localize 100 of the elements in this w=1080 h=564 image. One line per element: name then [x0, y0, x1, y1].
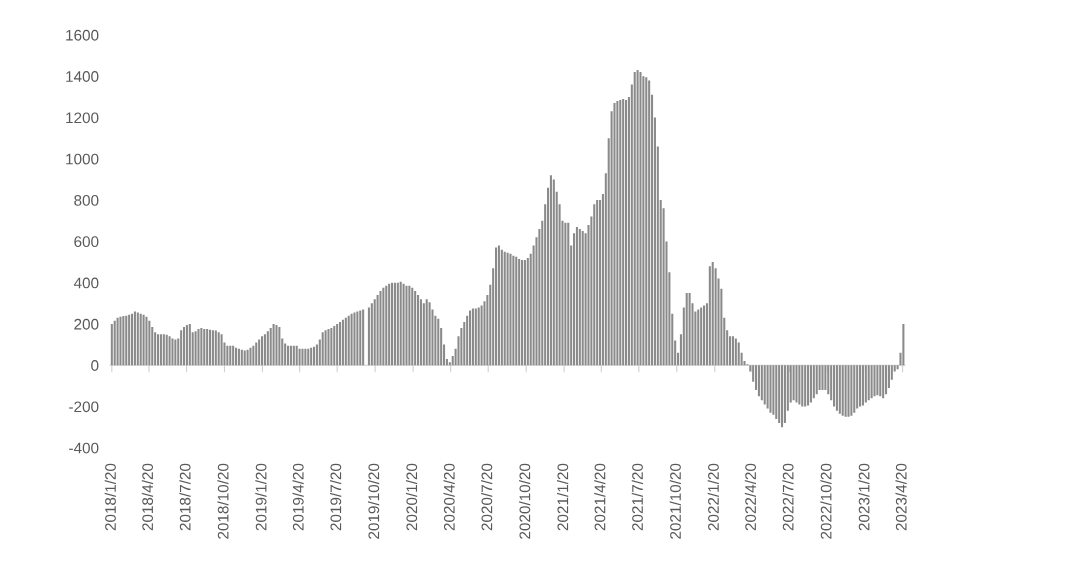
x-tick-label: 2019/1/20	[255, 463, 267, 531]
x-tick-label: 2020/4/20	[443, 463, 455, 531]
bar	[243, 350, 246, 366]
bar	[466, 315, 469, 366]
bar	[174, 339, 177, 366]
bar	[425, 299, 428, 366]
bar	[697, 309, 700, 366]
bar	[812, 365, 815, 399]
bar	[801, 365, 804, 407]
bar	[292, 345, 295, 366]
bar	[370, 303, 373, 366]
bar	[636, 70, 639, 366]
bar	[272, 323, 275, 366]
x-tick-label: 2021/1/20	[557, 463, 569, 531]
bar	[229, 345, 232, 366]
bar	[807, 365, 810, 406]
bar	[867, 365, 870, 401]
bar	[194, 331, 197, 366]
bar	[876, 365, 879, 396]
bar	[737, 342, 740, 366]
bar	[639, 72, 642, 366]
bar	[833, 365, 836, 407]
bar	[330, 328, 333, 366]
bar	[763, 365, 766, 405]
bar	[824, 365, 827, 391]
bar	[902, 323, 905, 366]
bar	[310, 347, 313, 366]
bar	[613, 103, 616, 366]
bar	[518, 258, 521, 366]
bar	[856, 365, 859, 409]
bar	[385, 285, 388, 366]
y-tick-label: 0	[91, 360, 99, 371]
bar	[125, 315, 128, 366]
bar	[298, 348, 301, 366]
bar	[804, 365, 807, 407]
x-tick-label: 2018/7/20	[179, 463, 191, 531]
bar	[417, 295, 420, 366]
bar	[307, 348, 310, 366]
bar	[367, 307, 370, 366]
bar	[506, 252, 509, 366]
x-tick-label: 2023/1/20	[858, 463, 870, 531]
bar	[183, 327, 186, 366]
bar	[240, 349, 243, 366]
bar	[480, 305, 483, 366]
bar	[885, 365, 888, 395]
x-tick-label: 2021/4/20	[594, 463, 606, 531]
bar	[625, 99, 628, 366]
bar	[437, 318, 440, 366]
bar	[203, 329, 206, 366]
bar	[772, 365, 775, 415]
x-tick-label: 2021/10/20	[669, 463, 681, 539]
bar	[708, 266, 711, 366]
bar	[879, 365, 882, 397]
bar	[778, 365, 781, 424]
bar	[422, 303, 425, 366]
bar	[581, 231, 584, 366]
x-tick-label: 2019/4/20	[292, 463, 304, 531]
x-tick-label: 2020/1/20	[405, 463, 418, 531]
y-tick-label: -400	[69, 442, 99, 454]
bar	[344, 317, 347, 366]
bar	[379, 290, 382, 366]
bar	[775, 365, 778, 419]
bar	[515, 256, 518, 366]
bar	[633, 72, 636, 366]
bar	[119, 316, 122, 366]
x-tick-label: 2018/10/20	[217, 463, 229, 539]
bar	[249, 347, 252, 366]
bar	[327, 329, 330, 366]
bar	[795, 365, 798, 403]
bar	[145, 316, 148, 366]
bar	[783, 365, 786, 424]
bar	[734, 338, 737, 366]
bar	[853, 365, 856, 413]
y-tick-label: 1200	[66, 112, 99, 124]
x-tick-label: 2018/1/20	[104, 463, 116, 531]
bar	[350, 313, 353, 366]
bar	[844, 365, 847, 417]
bar	[414, 290, 417, 366]
bar	[142, 314, 145, 366]
bar	[347, 315, 350, 366]
bar	[711, 262, 714, 366]
y-tick-label: 200	[74, 318, 99, 330]
x-tick-label: 2020/7/20	[481, 463, 493, 531]
bar	[838, 365, 841, 414]
bar	[700, 307, 703, 366]
bar	[148, 320, 151, 366]
bar	[477, 307, 480, 366]
x-tick-label: 2019/10/20	[368, 463, 380, 539]
bar	[870, 365, 873, 399]
bar	[214, 330, 217, 366]
bar	[197, 329, 200, 366]
bar	[567, 222, 570, 366]
y-tick-label: 1600	[66, 29, 99, 41]
bar	[200, 328, 203, 366]
bar	[110, 323, 113, 366]
bar	[847, 365, 850, 417]
bar	[821, 365, 824, 391]
x-tick-label: 2020/10/20	[519, 463, 531, 539]
bar	[275, 324, 278, 366]
bar	[781, 365, 784, 428]
